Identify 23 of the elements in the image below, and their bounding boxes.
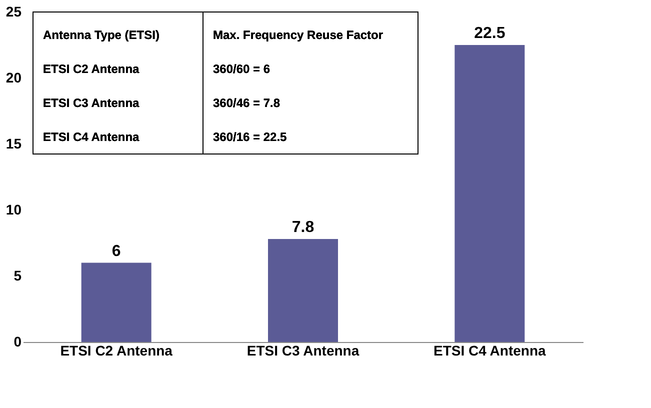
annotation: ETSI C4 Antenna <box>43 130 140 144</box>
bar <box>81 262 152 342</box>
bar <box>268 239 338 342</box>
y-tick-label: 15 <box>6 136 22 152</box>
y-tick-label: 20 <box>6 70 22 86</box>
annotation: 360/16 = 22.5 <box>213 130 288 144</box>
x-tick-label: ETSI C4 Antenna <box>434 342 546 358</box>
data-label: 6 <box>112 242 121 260</box>
annotation: 360/60 = 6 <box>213 62 270 76</box>
y-tick-label: 5 <box>14 268 22 284</box>
data-label: 7.8 <box>292 219 314 236</box>
annotation: Antenna Type (ETSI) <box>43 28 160 42</box>
annotation: ETSI C2 Antenna <box>43 62 140 76</box>
data-label: 22.5 <box>474 25 506 42</box>
annotation: Max. Frequency Reuse Factor <box>213 28 384 42</box>
x-tick-label: ETSI C3 Antenna <box>246 342 360 358</box>
y-tick-label: 25 <box>6 4 22 20</box>
y-tick-label: 0 <box>14 334 22 350</box>
annotation: 360/46 = 7.8 <box>213 96 280 110</box>
y-tick-label: 10 <box>6 202 22 218</box>
bar <box>454 45 525 342</box>
x-tick-label: ETSI C2 Antenna <box>60 342 173 358</box>
annotation: ETSI C3 Antenna <box>43 96 140 110</box>
